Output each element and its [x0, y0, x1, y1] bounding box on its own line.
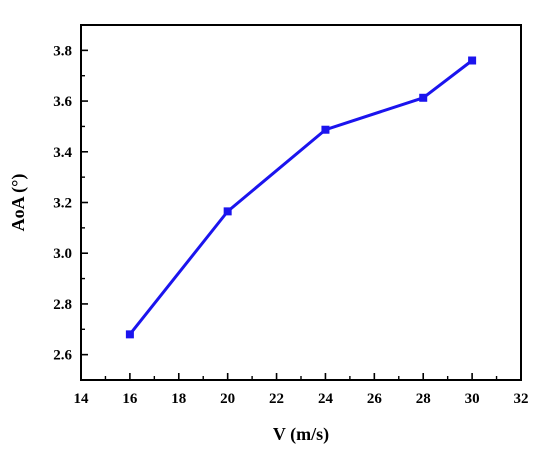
y-tick-label: 3.6	[53, 94, 72, 110]
plot-frame	[80, 24, 522, 381]
y-tick-label: 3.0	[53, 246, 72, 262]
x-tick-label: 24	[318, 391, 334, 407]
x-axis-title: V (m/s)	[273, 424, 329, 445]
x-tick-label: 28	[416, 391, 431, 407]
x-tick-label: 18	[171, 391, 186, 407]
y-axis-title: AoA (°)	[8, 174, 29, 232]
x-tick-label: 32	[514, 391, 529, 407]
x-tick-label: 22	[269, 391, 284, 407]
data-point-marker	[419, 93, 428, 102]
y-tick-label: 2.8	[53, 297, 72, 313]
data-point-marker	[125, 330, 134, 339]
y-tick-label: 2.6	[53, 348, 72, 364]
ticks-layer	[80, 24, 522, 380]
x-tick-label: 20	[220, 391, 235, 407]
series-layer	[125, 56, 477, 339]
x-tick-label: 26	[367, 391, 383, 407]
labels-layer: 14 16 18 20 22 24 26 28 30 32 2.6 2.8 3.0 3.2 3.4 3.6 3.…	[53, 43, 528, 407]
x-tick-label: 14	[74, 391, 90, 407]
data-point-marker	[468, 56, 477, 65]
x-tick-label: 30	[465, 391, 480, 407]
x-tick-label: 16	[122, 391, 138, 407]
data-point-marker	[321, 125, 330, 134]
y-tick-label: 3.4	[53, 145, 72, 161]
y-tick-label: 3.2	[53, 196, 72, 212]
y-tick-label: 3.8	[53, 43, 72, 59]
data-point-marker	[223, 207, 232, 216]
